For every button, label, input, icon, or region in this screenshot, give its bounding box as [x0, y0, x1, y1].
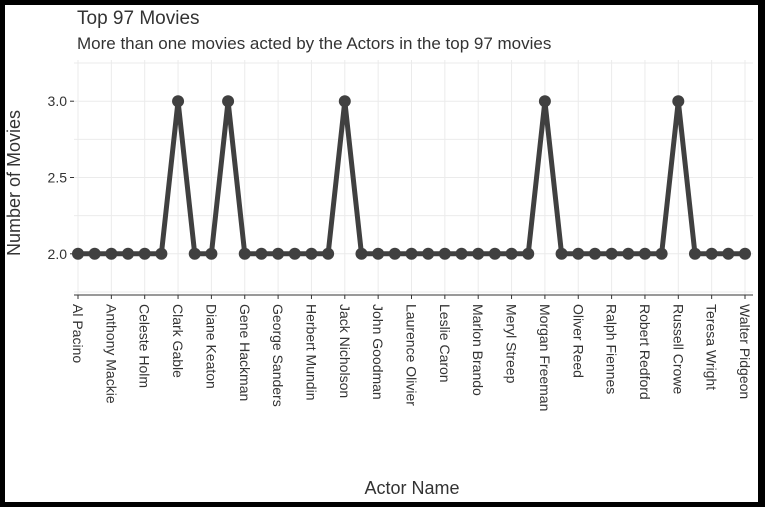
- data-point: [72, 247, 84, 260]
- x-tick-label: Clark Gable: [170, 304, 186, 378]
- line-chart: Top 97 Movies More than one movies acted…: [5, 8, 753, 498]
- data-point: [739, 247, 751, 260]
- x-tick-label: Walter Pidgeon: [737, 304, 753, 399]
- data-point: [155, 247, 168, 260]
- axes: 2.0 2.5 3.0 Al Pacino Anthony Mackie Celeste …: [48, 93, 753, 411]
- data-point: [305, 247, 318, 260]
- data-point: [455, 247, 468, 260]
- x-tick-label: Teresa Wright: [704, 304, 720, 390]
- x-tick-label: Jack Nicholson: [337, 304, 353, 398]
- x-tick-label: Diane Keaton: [203, 304, 219, 389]
- data-point: [655, 247, 668, 260]
- y-tick-label: 2.5: [48, 170, 68, 186]
- data-point: [522, 247, 535, 260]
- data-point: [422, 247, 435, 260]
- x-tick-label: Russell Crowe: [670, 304, 686, 394]
- data-point: [288, 247, 301, 260]
- data-point: [472, 247, 485, 260]
- x-tick-label: Anthony Mackie: [103, 304, 119, 404]
- data-point: [205, 247, 218, 260]
- data-point: [322, 247, 335, 260]
- x-tick-label: Robert Redford: [637, 304, 653, 400]
- chart-frame: Top 97 Movies More than one movies acted…: [5, 5, 758, 502]
- data-point: [605, 247, 618, 260]
- x-tick-label: Morgan Freeman: [537, 304, 553, 411]
- data-point: [388, 247, 401, 260]
- data-point: [672, 95, 685, 108]
- data-point: [588, 247, 601, 260]
- data-point: [638, 247, 651, 260]
- data-point: [722, 247, 735, 260]
- x-tick-label: Celeste Holm: [137, 304, 153, 388]
- data-point: [705, 247, 718, 260]
- x-tick-label: Ralph Fiennes: [604, 304, 620, 394]
- data-point: [622, 247, 635, 260]
- x-tick-label: Oliver Reed: [570, 304, 586, 378]
- x-tick-label: Meryl Streep: [504, 304, 520, 384]
- data-point: [138, 247, 151, 260]
- data-point: [505, 247, 518, 260]
- x-tick-label: Al Pacino: [70, 304, 86, 363]
- data-point: [372, 247, 385, 260]
- chart-title: Top 97 Movies: [77, 8, 200, 29]
- grid: [74, 60, 753, 295]
- data-point: [255, 247, 268, 260]
- data-point: [272, 247, 285, 260]
- x-tick-label: Gene Hackman: [237, 304, 253, 401]
- data-point: [222, 95, 235, 108]
- x-tick-label: Laurence Olivier: [404, 304, 420, 406]
- data-point: [355, 247, 368, 260]
- data-point: [172, 95, 185, 108]
- data-point: [555, 247, 568, 260]
- data-point: [105, 247, 118, 260]
- y-tick-label: 3.0: [48, 93, 68, 109]
- data-point: [405, 247, 418, 260]
- data-point: [238, 247, 251, 260]
- data-point: [188, 247, 201, 260]
- x-tick-label: George Sanders: [270, 304, 286, 407]
- series: [72, 95, 751, 260]
- chart-subtitle: More than one movies acted by the Actors…: [77, 34, 551, 53]
- data-point: [488, 247, 501, 260]
- y-tick-label: 2.0: [48, 246, 68, 262]
- x-tick-label: Herbert Mundin: [303, 304, 319, 401]
- data-point: [88, 247, 101, 260]
- data-point: [122, 247, 135, 260]
- data-point: [572, 247, 585, 260]
- data-point: [338, 95, 351, 108]
- data-point: [538, 95, 551, 108]
- data-point: [438, 247, 451, 260]
- data-point: [688, 247, 701, 260]
- x-tick-label: Leslie Caron: [437, 304, 453, 383]
- y-axis-title: Number of Movies: [5, 110, 24, 256]
- x-tick-label: John Goodman: [370, 304, 386, 400]
- x-tick-label: Marlon Brando: [470, 304, 486, 396]
- x-axis-title: Actor Name: [364, 478, 459, 498]
